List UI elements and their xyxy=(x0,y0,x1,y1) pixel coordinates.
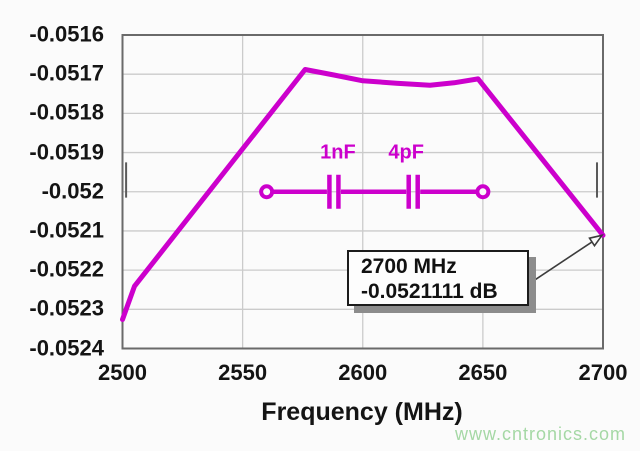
y-tick-label: -0.052 xyxy=(41,178,104,204)
watermark-text: www.cntronics.com xyxy=(455,424,627,444)
data-trace xyxy=(120,67,606,322)
y-tick-label: -0.0523 xyxy=(29,295,104,321)
capacitor-4pF-label: 4pF xyxy=(388,141,424,164)
y-tick-label: -0.0524 xyxy=(29,334,104,360)
circuit-terminal xyxy=(259,184,275,200)
plot-frame xyxy=(121,34,604,350)
capacitor-1nF-label: 1nF xyxy=(320,141,356,164)
x-tick-label: 2550 xyxy=(218,360,268,385)
y-tick-label: -0.0516 xyxy=(29,21,104,47)
circuit-terminal xyxy=(475,184,491,200)
callout-leader-line xyxy=(532,241,593,282)
x-tick-label: 2600 xyxy=(338,360,388,385)
y-tick-label: -0.0517 xyxy=(29,60,104,86)
marker-callout-box: 2700 MHz -0.0521111 dB xyxy=(347,250,529,306)
x-tick-label: 2500 xyxy=(98,360,147,385)
callout-arrowhead xyxy=(588,234,604,248)
x-tick-label: 2700 xyxy=(578,360,628,385)
y-tick-label: -0.0521 xyxy=(29,217,104,243)
y-tick-label: -0.0522 xyxy=(29,256,104,282)
y-tick-label: -0.0519 xyxy=(29,139,104,165)
marker-callout-frequency: 2700 MHz xyxy=(361,255,457,278)
x-axis-title: Frequency (MHz) xyxy=(261,398,463,426)
x-tick-label: 2650 xyxy=(458,360,508,385)
y-tick-label: -0.0518 xyxy=(29,99,104,125)
marker-callout-value: -0.0521111 dB xyxy=(361,280,498,303)
